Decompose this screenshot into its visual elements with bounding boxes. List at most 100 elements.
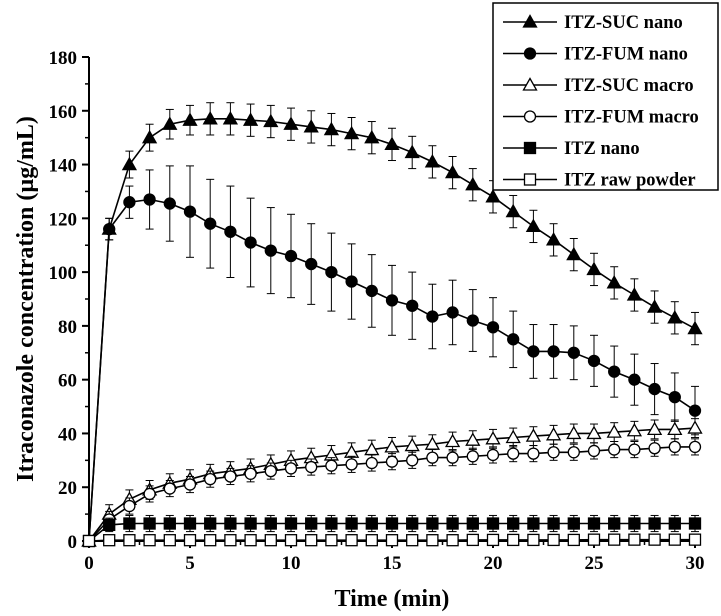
data-point: [143, 517, 156, 530]
data-point: [507, 517, 520, 530]
y-tick-label: 60: [58, 371, 77, 392]
data-point: [406, 534, 419, 547]
data-point: [688, 533, 702, 546]
data-point: [303, 119, 319, 133]
data-point: [365, 517, 378, 530]
data-point: [163, 482, 176, 495]
y-tick-label: 100: [49, 263, 78, 284]
data-point: [182, 112, 198, 126]
x-tick-label: 0: [84, 553, 94, 574]
data-point: [648, 382, 661, 396]
data-point: [264, 464, 277, 478]
data-point: [103, 534, 116, 547]
data-point: [143, 487, 156, 501]
data-point: [345, 275, 358, 288]
data-point: [406, 517, 419, 530]
data-point: [687, 320, 703, 335]
data-point: [143, 193, 156, 206]
y-ticks: 0 20 40 60 80 100 120 140 160 180: [49, 48, 89, 553]
data-point: [527, 345, 540, 358]
x-tick-label: 15: [383, 553, 402, 574]
data-point: [626, 422, 643, 437]
legend-label: ITZ raw powder: [564, 171, 696, 191]
data-point: [465, 176, 481, 191]
data-point: [123, 196, 136, 209]
x-axis-label: Time (min): [335, 586, 450, 612]
data-point: [444, 433, 461, 448]
data-point: [385, 517, 399, 530]
data-point: [646, 299, 663, 313]
data-point: [345, 517, 358, 530]
data-point: [628, 517, 641, 530]
data-point: [204, 534, 217, 547]
data-point: [345, 458, 358, 471]
legend-marker: [522, 14, 538, 28]
data-point: [244, 236, 257, 249]
data-point: [446, 451, 459, 464]
data-point: [547, 345, 560, 358]
data-point: [325, 517, 338, 530]
legend-label: ITZ-FUM nano: [564, 45, 688, 65]
data-point: [244, 517, 257, 530]
data-point: [385, 294, 399, 307]
data-point: [626, 287, 643, 301]
data-point: [668, 440, 681, 454]
data-point: [668, 390, 681, 404]
legend-label: ITZ nano: [564, 139, 640, 159]
data-point: [505, 429, 521, 444]
data-point: [667, 421, 683, 436]
data-point: [688, 517, 702, 530]
data-point: [505, 203, 521, 218]
data-point: [547, 533, 560, 547]
data-point: [204, 517, 217, 530]
series-5: [82, 533, 702, 548]
data-point: [183, 534, 197, 547]
legend-marker: [522, 77, 538, 91]
data-point: [527, 517, 540, 530]
data-point: [204, 473, 217, 486]
data-point: [163, 517, 176, 530]
data-point: [648, 533, 661, 546]
data-point: [325, 459, 338, 472]
data-point: [547, 446, 560, 459]
data-point: [323, 121, 340, 136]
data-point: [343, 125, 360, 140]
data-point: [305, 460, 318, 474]
data-point: [204, 217, 217, 230]
data-point: [667, 310, 683, 324]
y-tick-label: 20: [58, 478, 77, 499]
x-tick-label: 20: [484, 553, 503, 574]
series-1: [82, 165, 702, 548]
data-point: [305, 534, 318, 547]
legend-item: ITZ-SUC nano: [503, 13, 683, 33]
legend-item: ITZ nano: [503, 139, 640, 159]
series-line: [88, 198, 696, 542]
data-point: [264, 534, 277, 547]
data-point: [444, 164, 461, 179]
data-point: [224, 225, 237, 238]
data-point: [284, 249, 298, 263]
data-point: [525, 218, 542, 233]
data-point: [244, 467, 257, 480]
data-point: [486, 321, 500, 334]
data-point: [547, 517, 560, 530]
series-4: [82, 514, 702, 548]
x-tick-label: 5: [185, 553, 195, 574]
data-point: [163, 197, 176, 210]
data-point: [567, 533, 580, 547]
data-point: [485, 431, 501, 445]
data-point: [284, 534, 298, 547]
data-point: [404, 437, 420, 452]
data-point: [82, 534, 96, 548]
data-point: [687, 420, 703, 434]
data-point: [507, 447, 520, 460]
data-point: [284, 517, 298, 530]
data-point: [426, 517, 439, 530]
data-point: [183, 517, 197, 530]
data-point: [587, 354, 601, 367]
data-point: [587, 517, 601, 530]
data-point: [123, 534, 136, 547]
data-point: [385, 534, 399, 547]
y-tick-label: 0: [68, 532, 78, 553]
data-point: [486, 448, 500, 462]
